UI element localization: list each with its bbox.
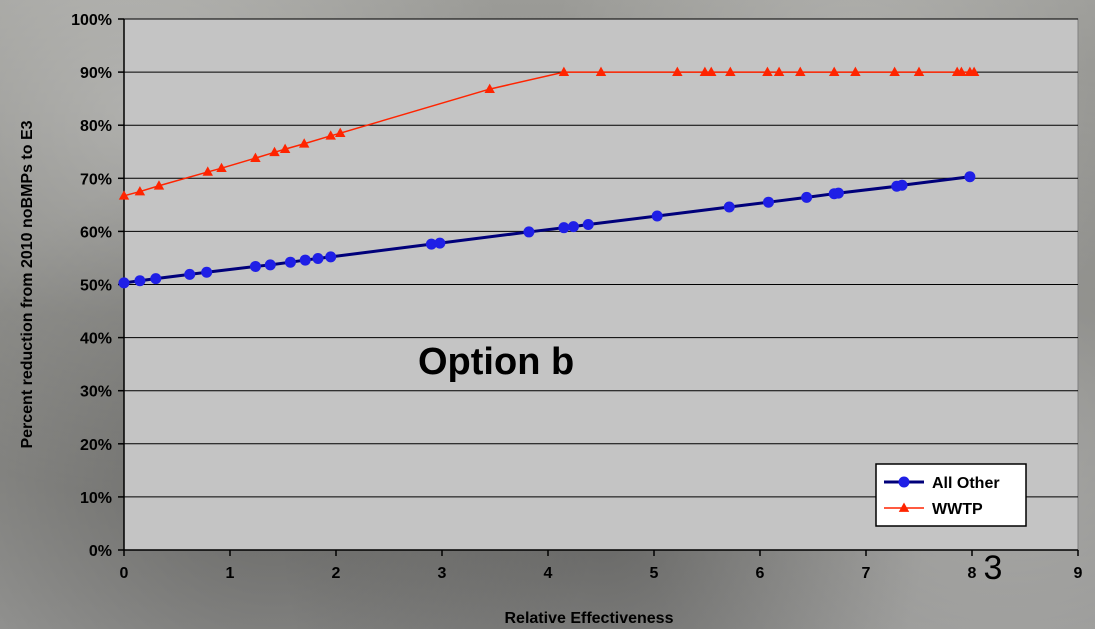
data-point	[913, 66, 925, 76]
y-tick-label: 40%	[80, 331, 112, 348]
series-wwtp	[118, 66, 980, 200]
legend-item: All Other	[884, 475, 1000, 492]
data-point	[523, 226, 535, 238]
data-point	[558, 222, 570, 234]
data-point	[762, 66, 773, 76]
data-point	[558, 66, 570, 76]
y-tick-label: 30%	[80, 384, 112, 401]
data-point	[725, 66, 736, 76]
data-point	[896, 179, 908, 191]
data-point	[118, 277, 130, 289]
series-layer	[118, 66, 980, 289]
data-point	[801, 191, 813, 203]
y-tick-label: 70%	[80, 171, 112, 188]
y-axis-title: Percent reduction from 2010 noBMPs to E3	[19, 120, 36, 448]
x-tick-label: 0	[120, 565, 129, 582]
data-point	[672, 66, 683, 76]
legend: All Other WWTP	[875, 463, 1027, 527]
data-point	[595, 66, 607, 76]
data-point	[582, 218, 594, 230]
data-point	[184, 268, 196, 280]
series-all-other	[118, 171, 976, 289]
x-tick-label: 2	[332, 565, 341, 582]
x-tick-label: 9	[1074, 565, 1083, 582]
data-point	[795, 66, 806, 76]
data-point	[706, 66, 717, 76]
data-point	[312, 252, 324, 264]
x-axis-title: Relative Effectiveness	[505, 610, 674, 627]
data-point	[567, 221, 579, 233]
data-point	[269, 146, 280, 157]
data-point	[832, 187, 844, 199]
x-tick-label: 7	[862, 565, 871, 582]
data-point	[299, 254, 311, 266]
data-point	[723, 201, 735, 213]
data-point	[153, 180, 165, 190]
data-point	[968, 66, 980, 76]
data-point	[762, 196, 774, 208]
y-tick-label: 90%	[80, 65, 112, 82]
gridlines	[124, 18, 1078, 498]
data-point	[264, 259, 276, 271]
y-tick-label: 100%	[71, 12, 112, 29]
y-tick-label: 0%	[89, 543, 112, 560]
x-tick-label: 5	[650, 565, 659, 582]
data-point	[118, 190, 130, 200]
y-tick-label: 20%	[80, 437, 112, 454]
x-tick-label: 3	[438, 565, 447, 582]
y-tick-label: 80%	[80, 118, 112, 135]
legend-item: WWTP	[884, 501, 983, 518]
data-point	[298, 138, 310, 148]
data-point	[325, 130, 336, 140]
data-point	[850, 66, 861, 76]
data-point	[249, 260, 261, 272]
legend-label: All Other	[932, 475, 1000, 492]
legend-marker	[898, 502, 910, 512]
data-point	[150, 273, 162, 285]
x-tick-label: 4	[544, 565, 553, 582]
data-point	[202, 166, 213, 176]
data-point	[484, 83, 495, 93]
data-point	[284, 256, 296, 268]
x-axis-ticks: 0 1 2 3 4 5 6 7 8 9	[120, 550, 1083, 582]
y-tick-label: 60%	[80, 224, 112, 241]
legend-box	[875, 463, 1027, 527]
data-point	[964, 171, 976, 183]
y-tick-label: 10%	[80, 490, 112, 507]
data-point	[773, 66, 785, 76]
data-point	[828, 66, 840, 76]
data-point	[134, 275, 146, 287]
data-point	[201, 266, 213, 278]
slide-page-number: 3	[984, 549, 1003, 587]
data-point	[216, 162, 227, 173]
data-point	[325, 251, 337, 263]
data-point	[889, 66, 900, 76]
data-point	[335, 127, 346, 138]
data-point	[434, 237, 446, 249]
data-point	[425, 238, 437, 250]
x-tick-label: 1	[226, 565, 235, 582]
x-tick-label: 8	[968, 565, 977, 582]
data-point	[651, 210, 663, 222]
data-point	[134, 186, 146, 196]
x-tick-label: 6	[756, 565, 765, 582]
data-point	[279, 143, 291, 153]
data-point	[956, 66, 967, 76]
y-axis-ticks: 0% 10% 20% 30% 40% 50% 60% 70% 80% 90% 100%	[71, 12, 124, 560]
y-tick-label: 50%	[80, 278, 112, 295]
legend-label: WWTP	[932, 501, 983, 518]
option-annotation: Option b	[418, 341, 574, 383]
legend-marker	[898, 476, 910, 488]
data-point	[250, 152, 261, 162]
